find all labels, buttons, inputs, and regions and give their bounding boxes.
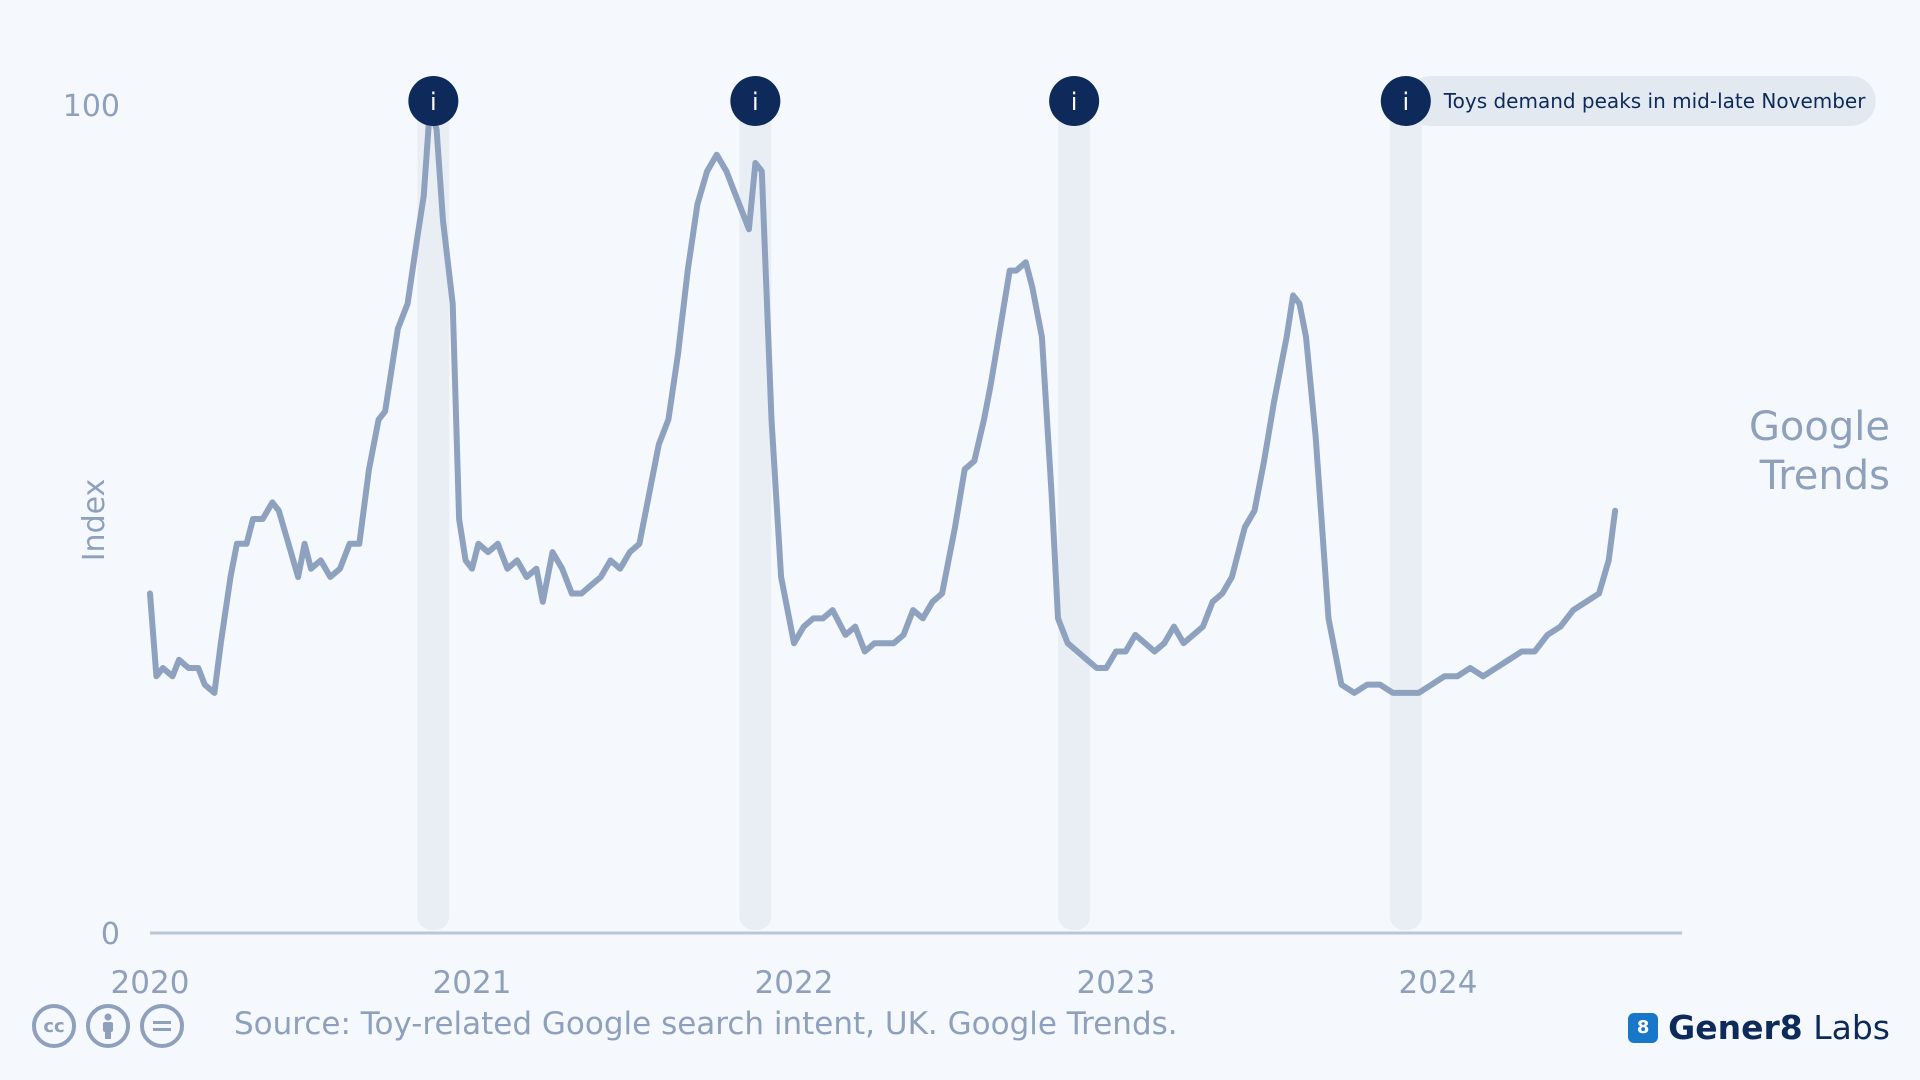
brand-logo[interactable]: 8 Gener8 Labs <box>1628 1008 1890 1047</box>
info-icon-glyph: i <box>752 88 759 116</box>
peak-band <box>739 100 772 930</box>
side-label-line-1: Google <box>1748 404 1890 450</box>
info-icon[interactable] <box>408 76 459 126</box>
y-tick-100: 100 <box>63 89 120 124</box>
info-icon[interactable] <box>1380 76 1431 126</box>
cc-icon: cc <box>32 1004 76 1048</box>
nd-icon <box>140 1004 184 1048</box>
info-icon[interactable] <box>1049 76 1100 126</box>
info-icon[interactable] <box>730 76 781 126</box>
info-icon-glyph: i <box>1071 88 1078 116</box>
annotation-text: Toys demand peaks in mid-late November <box>1443 89 1866 113</box>
source-note: Source: Toy-related Google search intent… <box>234 1006 1178 1042</box>
peak-band <box>417 100 450 930</box>
x-tick-label: 2023 <box>1077 965 1156 1001</box>
peak-bands <box>417 100 1422 930</box>
info-icon-glyph: i <box>1402 88 1409 116</box>
gener8-logo-icon: 8 <box>1628 1012 1659 1043</box>
peak-markers: i i i Toys demand peaks in mid-late Novembe… <box>408 76 1876 126</box>
annotation-pill <box>1405 76 1876 126</box>
series-line <box>147 102 1619 696</box>
x-tick-label: 2021 <box>433 965 512 1001</box>
y-tick-0: 0 <box>101 917 120 952</box>
x-tick-label: 2024 <box>1399 965 1478 1001</box>
x-tick-label: 2022 <box>755 965 834 1001</box>
license-icons: cc <box>32 1004 184 1048</box>
x-tick-label: 2020 <box>111 965 190 1001</box>
peak-band <box>1058 100 1091 930</box>
brand-name: Gener8 Labs <box>1668 1008 1890 1047</box>
side-label-line-2: Trends <box>1759 453 1890 499</box>
y-axis-title: Index <box>77 479 112 562</box>
by-icon <box>86 1004 130 1048</box>
peak-band <box>1389 100 1422 930</box>
footer: cc Source: Toy-related Google search int… <box>0 1000 1920 1060</box>
info-icon-glyph: i <box>430 88 437 116</box>
x-ticks: 2020 2021 2022 2023 2024 <box>111 965 1478 1001</box>
side-label: Google Trends <box>1690 403 1890 501</box>
